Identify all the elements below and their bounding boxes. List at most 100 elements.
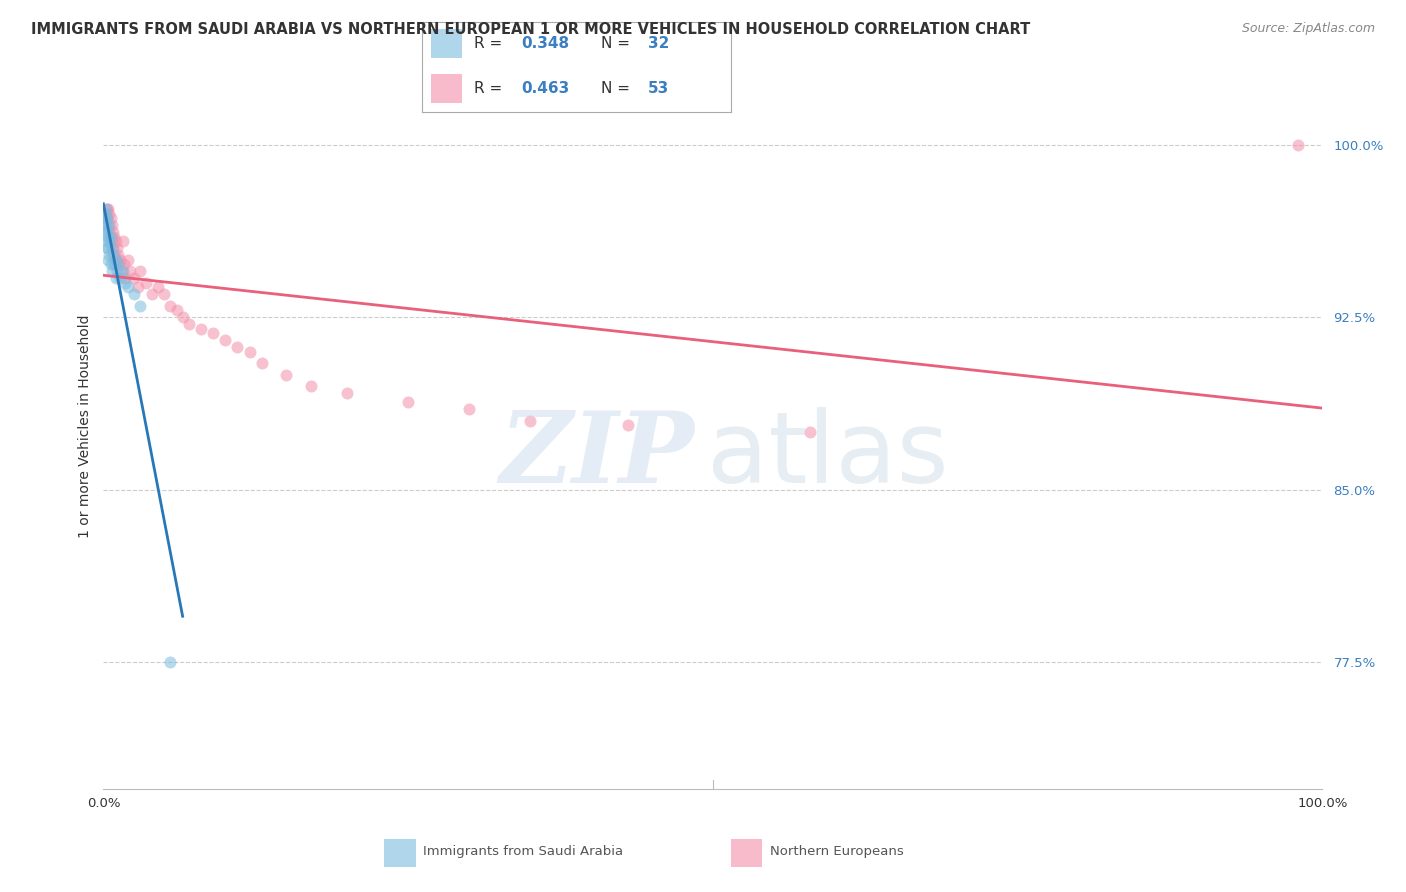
Text: N =: N = — [602, 81, 636, 95]
Point — [336, 386, 359, 401]
Point — [101, 225, 124, 239]
Text: IMMIGRANTS FROM SAUDI ARABIA VS NORTHERN EUROPEAN 1 OR MORE VEHICLES IN HOUSEHOL: IMMIGRANTS FROM SAUDI ARABIA VS NORTHERN… — [31, 22, 1031, 37]
Text: 32: 32 — [648, 37, 669, 51]
Point — [129, 299, 152, 313]
Point — [111, 264, 134, 278]
Point — [97, 218, 120, 232]
Point — [166, 303, 188, 318]
Point — [105, 264, 128, 278]
Point — [93, 206, 115, 220]
Point — [519, 414, 541, 428]
Point — [104, 234, 127, 248]
Point — [100, 229, 122, 244]
Point — [97, 252, 120, 267]
Point — [111, 234, 134, 248]
Point — [96, 225, 118, 239]
FancyBboxPatch shape — [432, 29, 463, 58]
Y-axis label: 1 or more Vehicles in Household: 1 or more Vehicles in Household — [79, 315, 93, 538]
Point — [94, 223, 117, 237]
Text: 53: 53 — [648, 81, 669, 95]
Point — [98, 234, 121, 248]
Point — [127, 280, 149, 294]
Point — [108, 257, 131, 271]
Point — [120, 264, 142, 278]
Point — [172, 310, 194, 325]
Point — [94, 206, 117, 220]
Point — [148, 280, 170, 294]
Point — [226, 340, 249, 354]
Point — [101, 264, 124, 278]
Point — [122, 287, 145, 301]
Point — [299, 379, 322, 393]
Point — [96, 202, 118, 216]
Point — [105, 241, 128, 255]
Point — [101, 234, 124, 248]
Point — [177, 317, 200, 331]
Point — [122, 271, 145, 285]
Point — [104, 252, 127, 267]
Point — [96, 211, 118, 226]
Point — [117, 252, 139, 267]
Point — [107, 257, 129, 271]
Point — [103, 257, 125, 271]
Point — [141, 287, 163, 301]
Point — [117, 280, 139, 294]
Point — [98, 248, 121, 262]
Point — [214, 333, 236, 347]
Point — [97, 202, 120, 216]
Point — [129, 264, 152, 278]
Point — [100, 229, 122, 244]
Point — [111, 264, 134, 278]
Point — [100, 211, 122, 226]
Point — [114, 271, 136, 285]
Point — [101, 248, 124, 262]
Text: Northern Europeans: Northern Europeans — [770, 845, 904, 858]
FancyBboxPatch shape — [384, 838, 416, 867]
Point — [1286, 137, 1309, 152]
Point — [107, 248, 129, 262]
Point — [96, 241, 118, 255]
Point — [159, 299, 181, 313]
Point — [101, 241, 124, 255]
Point — [96, 211, 118, 226]
Point — [94, 218, 117, 232]
Point — [97, 241, 120, 255]
Point — [98, 223, 121, 237]
Point — [153, 287, 176, 301]
Point — [110, 252, 132, 267]
Text: R =: R = — [474, 81, 508, 95]
Point — [396, 395, 419, 409]
Point — [101, 218, 124, 232]
Point — [98, 206, 121, 220]
Text: Source: ZipAtlas.com: Source: ZipAtlas.com — [1241, 22, 1375, 36]
Text: N =: N = — [602, 37, 636, 51]
FancyBboxPatch shape — [432, 74, 463, 103]
Text: 0.463: 0.463 — [520, 81, 569, 95]
Point — [202, 326, 225, 341]
Point — [135, 276, 157, 290]
Point — [250, 356, 273, 370]
Point — [103, 229, 125, 244]
Point — [97, 229, 120, 244]
Point — [100, 257, 122, 271]
Point — [104, 252, 127, 267]
Point — [101, 241, 124, 255]
Point — [112, 257, 135, 271]
Point — [458, 402, 481, 417]
Point — [239, 344, 262, 359]
Point — [616, 418, 638, 433]
Point — [103, 248, 125, 262]
FancyBboxPatch shape — [731, 838, 762, 867]
Text: atlas: atlas — [707, 407, 949, 504]
Point — [104, 271, 127, 285]
Point — [159, 655, 181, 669]
Point — [276, 368, 298, 382]
Point — [93, 211, 115, 226]
Text: 0.348: 0.348 — [520, 37, 569, 51]
Point — [114, 276, 136, 290]
Point — [190, 321, 212, 335]
Point — [96, 234, 118, 248]
Point — [799, 425, 821, 439]
Point — [94, 202, 117, 216]
Text: R =: R = — [474, 37, 508, 51]
